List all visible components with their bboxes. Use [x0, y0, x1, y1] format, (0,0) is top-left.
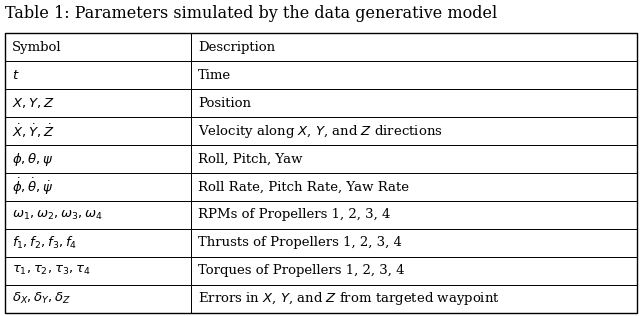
Text: Roll, Pitch, Yaw: Roll, Pitch, Yaw: [198, 153, 302, 166]
Text: $\dot{\phi}, \dot{\theta}, \dot{\psi}$: $\dot{\phi}, \dot{\theta}, \dot{\psi}$: [12, 177, 53, 197]
Text: $\dot{X}, \dot{Y}, \dot{Z}$: $\dot{X}, \dot{Y}, \dot{Z}$: [12, 122, 54, 140]
Text: $\tau_1, \tau_2, \tau_3, \tau_4$: $\tau_1, \tau_2, \tau_3, \tau_4$: [12, 264, 90, 277]
Text: Thrusts of Propellers 1, 2, 3, 4: Thrusts of Propellers 1, 2, 3, 4: [198, 236, 402, 249]
Text: Roll Rate, Pitch Rate, Yaw Rate: Roll Rate, Pitch Rate, Yaw Rate: [198, 180, 409, 193]
Text: Time: Time: [198, 69, 231, 82]
Text: Errors in $X$, $Y$, and $Z$ from targeted waypoint: Errors in $X$, $Y$, and $Z$ from targete…: [198, 290, 500, 307]
Text: $\delta_X, \delta_Y, \delta_Z$: $\delta_X, \delta_Y, \delta_Z$: [12, 291, 70, 307]
Text: Position: Position: [198, 97, 251, 110]
Text: $\omega_1, \omega_2, \omega_3, \omega_4$: $\omega_1, \omega_2, \omega_3, \omega_4$: [12, 209, 102, 222]
Text: Velocity along $X$, $Y$, and $Z$ directions: Velocity along $X$, $Y$, and $Z$ directi…: [198, 123, 443, 140]
Text: $f_1, f_2, f_3, f_4$: $f_1, f_2, f_3, f_4$: [12, 235, 77, 251]
Text: Torques of Propellers 1, 2, 3, 4: Torques of Propellers 1, 2, 3, 4: [198, 264, 404, 277]
Text: $X, Y, Z$: $X, Y, Z$: [12, 96, 54, 110]
Text: RPMs of Propellers 1, 2, 3, 4: RPMs of Propellers 1, 2, 3, 4: [198, 209, 390, 222]
Text: $\phi, \theta, \psi$: $\phi, \theta, \psi$: [12, 150, 53, 167]
Text: $t$: $t$: [12, 69, 19, 82]
Text: Table 1: Parameters simulated by the data generative model: Table 1: Parameters simulated by the dat…: [5, 5, 497, 22]
Text: Symbol: Symbol: [12, 41, 61, 54]
Text: Description: Description: [198, 41, 275, 54]
